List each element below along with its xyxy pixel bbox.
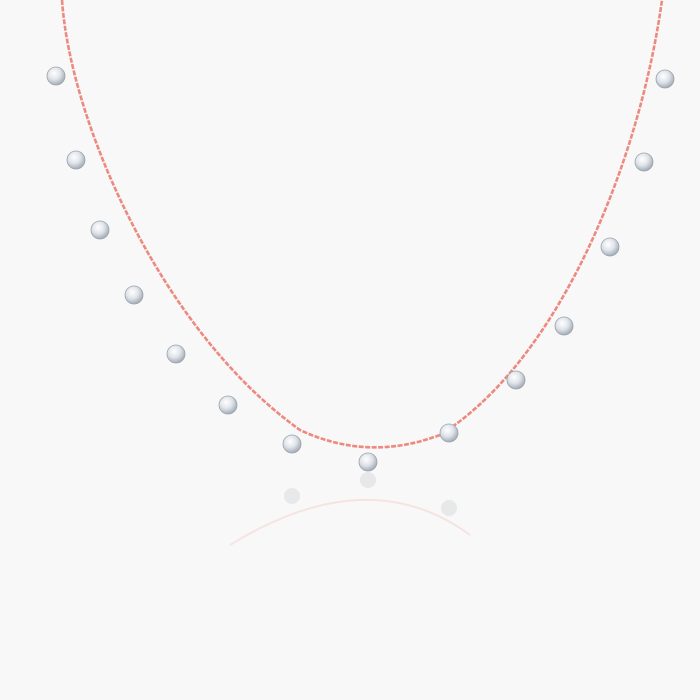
stone [90, 220, 110, 240]
stone [66, 150, 86, 170]
stone [166, 344, 186, 364]
stone-reflection [360, 472, 376, 488]
stone [358, 452, 378, 472]
stone [439, 423, 459, 443]
stone-reflection [284, 488, 300, 504]
stone [554, 316, 574, 336]
stone [124, 285, 144, 305]
chain-reflection [229, 498, 471, 546]
stone [46, 66, 66, 86]
stone [282, 434, 302, 454]
stone [600, 237, 620, 257]
stones [46, 66, 675, 472]
stone-reflection [441, 500, 457, 516]
stone [634, 152, 654, 172]
necklace-reflection [229, 472, 471, 546]
chain [60, 0, 664, 449]
stone [655, 69, 675, 89]
stone [218, 395, 238, 415]
stone [506, 370, 526, 390]
